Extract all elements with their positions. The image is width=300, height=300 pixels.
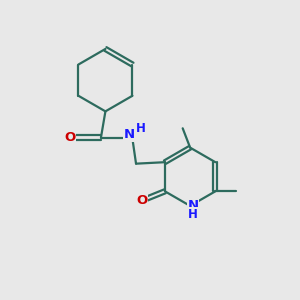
Text: N: N bbox=[188, 200, 199, 212]
Text: O: O bbox=[136, 194, 148, 207]
Text: N: N bbox=[124, 128, 135, 141]
Text: H: H bbox=[188, 208, 198, 221]
Text: H: H bbox=[136, 122, 146, 135]
Text: O: O bbox=[64, 131, 75, 144]
